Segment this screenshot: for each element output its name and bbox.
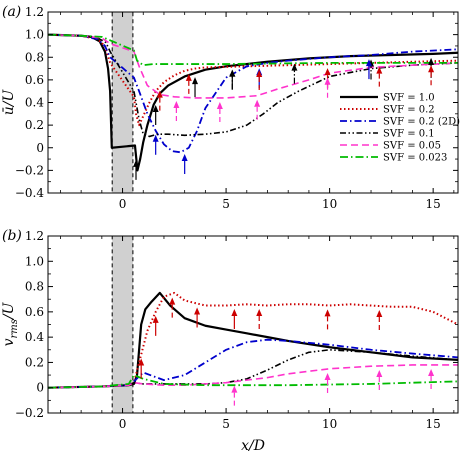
- x-tick-label: 0: [119, 197, 127, 211]
- arrow-head: [254, 99, 261, 107]
- x-tick-label: 15: [426, 417, 441, 431]
- y-tick-label: 1.0: [25, 28, 44, 42]
- y-axis-label: ū/U: [1, 89, 17, 116]
- arrow-head: [231, 309, 238, 317]
- arrow-head: [185, 73, 192, 81]
- y-tick-label: 0.8: [25, 50, 44, 64]
- x-tick-label: 0: [119, 417, 127, 431]
- series-group: [48, 291, 458, 406]
- y-tick-label: 1.2: [25, 229, 44, 243]
- legend-label-5: SVF = 0.023: [383, 153, 447, 164]
- arrow-head: [152, 134, 159, 142]
- arrow-head: [231, 385, 238, 393]
- arrow-head: [133, 159, 140, 167]
- x-tick-label: 10: [322, 417, 337, 431]
- x-tick-label: 5: [222, 417, 230, 431]
- x-axis-label: x/D: [241, 438, 265, 454]
- series-line-0: [48, 291, 458, 389]
- legend-label-0: SVF = 1.0: [383, 93, 435, 104]
- arrow-head: [428, 368, 435, 376]
- arrow-head: [376, 66, 383, 74]
- y-tick-label: 0.2: [25, 118, 44, 132]
- series-line-5: [48, 33, 458, 67]
- legend-label-1: SVF = 0.2: [383, 105, 435, 116]
- arrow-head: [291, 63, 298, 71]
- arrow-head: [152, 315, 159, 323]
- y-tick-label: 0.4: [25, 330, 44, 344]
- y-tick-label: 0.2: [25, 355, 44, 369]
- arrow-head: [152, 104, 159, 112]
- arrow-head: [324, 77, 331, 85]
- y-tick-label: 0.6: [25, 73, 44, 87]
- y-tick-label: −0.4: [15, 186, 45, 200]
- arrow-head: [256, 69, 263, 77]
- series-line-1: [48, 291, 458, 389]
- y-tick-label: 0: [36, 141, 44, 155]
- series-group: [48, 33, 458, 180]
- arrow-head: [194, 307, 201, 315]
- series-line-0: [48, 33, 458, 172]
- legend-label-2: SVF = 0.2 (2D): [383, 117, 460, 128]
- obstacle-block: [111, 11, 134, 194]
- y-tick-label: 1.2: [25, 5, 44, 19]
- arrow-head: [173, 100, 180, 108]
- legend-label-3: SVF = 0.1: [383, 129, 435, 140]
- series-line-1: [48, 33, 458, 127]
- y-tick-label: 0.8: [25, 280, 44, 294]
- panel-label: (a): [2, 4, 21, 20]
- arrow-head: [138, 358, 145, 366]
- arrow-head: [365, 59, 372, 67]
- arrow-head: [229, 69, 236, 77]
- arrow-head: [324, 309, 331, 317]
- arrow-head: [169, 297, 176, 305]
- series-line-4: [48, 364, 458, 389]
- arrow-head: [428, 57, 435, 65]
- arrow-head: [428, 65, 435, 73]
- arrow-head: [156, 90, 163, 98]
- panel-b: −0.2 0 0.2 0.4 0.6 0.8 1.0 1.2 0 5 10 15 (b) vrms/U x/…: [1, 228, 459, 454]
- x-tick-label: 15: [426, 197, 441, 211]
- arrow-head: [192, 77, 199, 85]
- y-tick-label: 0.6: [25, 305, 44, 319]
- series-line-2: [48, 33, 458, 154]
- series-line-5: [48, 374, 458, 389]
- arrow-head: [324, 68, 331, 76]
- series-line-4: [48, 33, 458, 99]
- y-tick-label: 0.4: [25, 96, 44, 110]
- legend-label-4: SVF = 0.05: [383, 141, 441, 152]
- y-tick-label: −0.2: [15, 406, 44, 420]
- y-axis-label: vrms/U: [1, 301, 20, 346]
- y-tick-label: 0: [36, 381, 44, 395]
- arrow-head: [324, 373, 331, 381]
- arrow-head: [376, 310, 383, 318]
- x-tick-label: 10: [322, 197, 337, 211]
- panel-a: −0.4 −0.2 0 0.2 0.4 0.6 0.8 1.0 1.2 0 5 10 15 (a) ū/U S…: [1, 4, 460, 211]
- arrow-head: [256, 309, 263, 317]
- y-tick-label: −0.2: [15, 163, 44, 177]
- arrow-head: [216, 101, 223, 109]
- arrow-head: [181, 154, 188, 162]
- arrow-head: [376, 369, 383, 377]
- y-tick-label: 1.0: [25, 254, 44, 268]
- panel-label: (b): [2, 228, 22, 244]
- x-tick-label: 5: [222, 197, 230, 211]
- series-line-2: [48, 338, 458, 389]
